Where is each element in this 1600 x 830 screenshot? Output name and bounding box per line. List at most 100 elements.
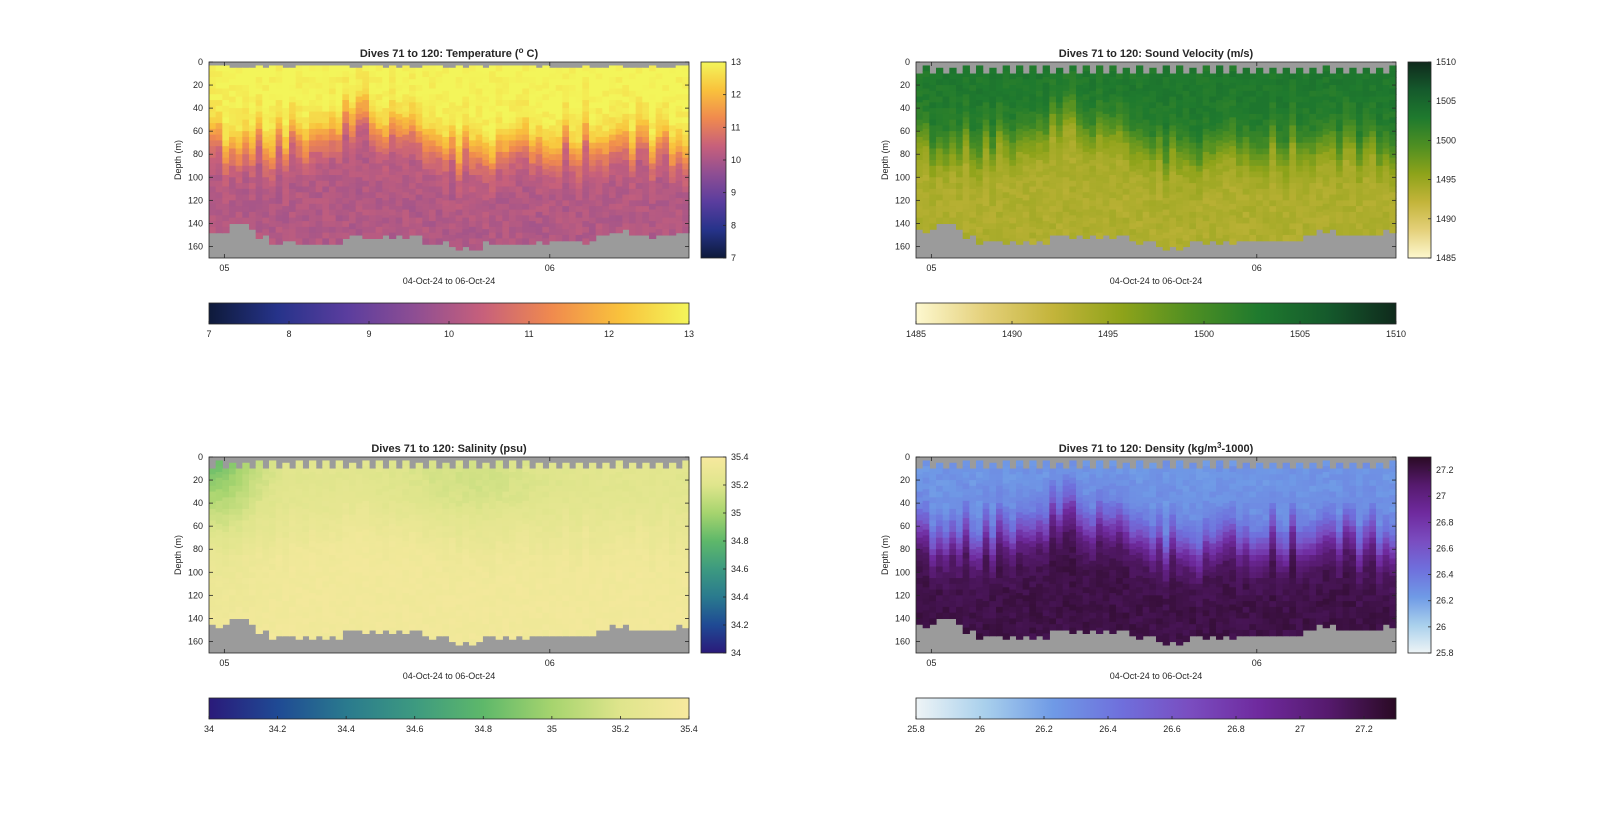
heatmap-cell — [1209, 131, 1217, 138]
heatmap-cell — [229, 572, 237, 579]
heatmap-cell — [335, 174, 343, 182]
heatmap-cell — [229, 462, 237, 470]
heatmap-cell — [1076, 90, 1084, 98]
heatmap-cell — [642, 229, 650, 236]
heatmap-cell — [402, 146, 410, 153]
heatmap-cell — [1249, 90, 1257, 98]
heatmap-cell — [309, 460, 317, 467]
heatmap-cell — [582, 82, 590, 90]
heatmap-cell — [242, 531, 250, 539]
heatmap-cell — [309, 221, 317, 228]
heatmap-cell — [269, 477, 277, 485]
heatmap-cell — [309, 483, 317, 490]
heatmap-cell — [1096, 105, 1104, 113]
heatmap-cell — [275, 94, 283, 101]
heatmap-cell — [435, 203, 443, 211]
heatmap-cell — [996, 113, 1004, 121]
heatmap-cell — [675, 174, 683, 182]
heatmap-cell — [249, 96, 257, 103]
heatmap-cell — [949, 108, 957, 115]
heatmap-cell — [1229, 146, 1237, 153]
heatmap-cell — [209, 480, 217, 487]
heatmap-cell — [289, 90, 297, 98]
heatmap-cell — [1262, 113, 1270, 121]
heatmap-cell — [335, 94, 343, 101]
heatmap-cell — [916, 102, 924, 109]
heatmap-cell — [642, 211, 650, 219]
heatmap-cell — [1042, 192, 1050, 199]
heatmap-cell — [1122, 223, 1130, 230]
heatmap-cell — [335, 518, 343, 525]
heatmap-cell — [402, 209, 410, 216]
heatmap-cell — [562, 200, 570, 207]
heatmap-cell — [1236, 217, 1244, 225]
heatmap-cell — [289, 160, 297, 167]
heatmap-cell — [335, 117, 343, 124]
heatmap-cell — [309, 558, 317, 565]
heatmap-cell — [209, 503, 217, 510]
heatmap-cell — [222, 503, 230, 510]
heatmap-cell — [222, 555, 230, 562]
heatmap-cell — [622, 102, 630, 109]
y-tick-label: 120 — [188, 195, 203, 205]
heatmap-cell — [1382, 90, 1390, 98]
heatmap-cell — [1169, 90, 1177, 98]
heatmap-cell — [1389, 146, 1397, 153]
heatmap-cell — [1089, 165, 1097, 173]
heatmap-cell — [595, 148, 603, 155]
heatmap-cell — [649, 65, 657, 72]
heatmap-cell — [662, 160, 670, 167]
heatmap-cell — [329, 128, 337, 136]
heatmap-cell — [1229, 163, 1237, 170]
heatmap-cell — [529, 232, 537, 239]
heatmap-cell — [302, 583, 310, 591]
heatmap-cell — [1389, 71, 1397, 78]
heatmap-cell — [1076, 125, 1084, 132]
heatmap-cell — [962, 88, 970, 95]
heatmap-cell — [455, 174, 463, 182]
heatmap-cell — [349, 119, 357, 127]
heatmap-cell — [469, 117, 477, 124]
heatmap-cell — [922, 221, 930, 228]
heatmap-cell — [422, 146, 430, 153]
heatmap-cell — [349, 183, 357, 190]
heatmap-cell — [275, 180, 283, 188]
heatmap-cell — [662, 90, 670, 98]
heatmap-cell — [1296, 160, 1304, 167]
heatmap-cell — [429, 82, 437, 90]
heatmap-cell — [535, 194, 543, 201]
heatmap-cell — [1162, 209, 1170, 216]
heatmap-cell — [1196, 85, 1204, 92]
heatmap-cell — [1089, 96, 1097, 103]
heatmap-cell — [282, 578, 290, 585]
heatmap-cell — [1049, 102, 1057, 109]
heatmap-cell — [235, 485, 243, 493]
heatmap-cell — [1209, 188, 1217, 196]
heatmap-cell — [589, 211, 597, 219]
heatmap-cell — [589, 183, 597, 190]
heatmap-cell — [1196, 136, 1204, 144]
heatmap-cell — [529, 226, 537, 234]
heatmap-cell — [355, 85, 363, 92]
heatmap-cell — [1269, 217, 1277, 225]
heatmap-cell — [615, 146, 623, 153]
heatmap-cell — [569, 200, 577, 207]
heatmap-cell — [1009, 79, 1017, 86]
heatmap-cell — [1316, 108, 1324, 115]
heatmap-cell — [1342, 171, 1350, 178]
heatmap-cell — [322, 111, 330, 118]
heatmap-cell — [395, 136, 403, 144]
heatmap-cell — [1109, 232, 1117, 239]
heatmap-cell — [936, 136, 944, 144]
heatmap-cell — [255, 489, 263, 496]
heatmap-cell — [229, 520, 237, 527]
heatmap-cell — [1076, 113, 1084, 121]
heatmap-cell — [1202, 146, 1210, 153]
heatmap-cell — [1089, 188, 1097, 196]
heatmap-cell — [362, 82, 370, 90]
heatmap-cell — [1262, 177, 1270, 184]
heatmap-cell — [469, 192, 477, 199]
heatmap-cell — [1196, 206, 1204, 213]
heatmap-cell — [255, 593, 263, 600]
heatmap-cell — [309, 627, 317, 634]
